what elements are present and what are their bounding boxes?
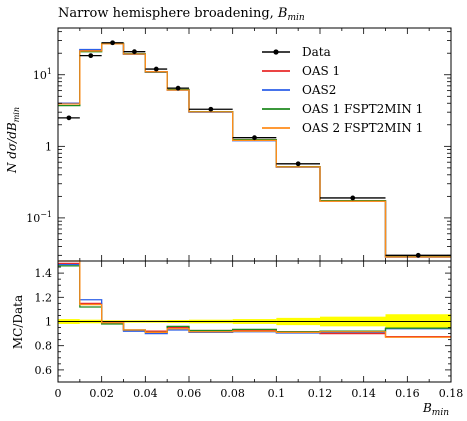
legend-label-2: OAS 1 FSPT2MIN 1 <box>302 102 423 116</box>
data-point <box>88 53 94 59</box>
x-tick-label: 0.12 <box>308 387 333 400</box>
ratio-y-tick-label: 1.4 <box>35 267 53 280</box>
y-tick-exponent: 1 <box>47 67 52 76</box>
legend-label-0: OAS 1 <box>302 64 340 78</box>
x-tick-label: 0.16 <box>395 387 420 400</box>
x-tick-label: 0.08 <box>220 387 245 400</box>
y-tick-exponent: −1 <box>40 210 52 219</box>
ratio-y-tick-label: 0.8 <box>35 340 53 353</box>
legend-label-data: Data <box>302 45 331 59</box>
chart-title: Narrow hemisphere broadening, Bmin <box>58 6 305 23</box>
ratio-y-tick-label: 1.2 <box>35 291 53 304</box>
y-tick-label: 1 <box>45 140 52 153</box>
ratio-y-tick-label: 1 <box>45 316 52 329</box>
y-axis-label: N dσ/dBmin <box>5 107 21 174</box>
y-tick-mantissa: 1 <box>45 140 52 153</box>
data-point <box>295 161 301 167</box>
x-tick-label: 0 <box>55 387 62 400</box>
legend: Data OAS 1 OAS2 OAS 1 FSPT2MIN 1 OAS 2 FSPT2… <box>262 45 423 135</box>
x-tick-label: 0.04 <box>133 387 158 400</box>
y-tick-mantissa: 10 <box>26 212 40 225</box>
x-tick-label: 0.1 <box>268 387 286 400</box>
data-point <box>350 195 356 201</box>
data-point <box>252 135 257 141</box>
x-tick-label: 0.14 <box>351 387 376 400</box>
ratio-y-tick-label: 0.6 <box>35 364 53 377</box>
y-tick-label: 101 <box>33 67 52 82</box>
x-tick-label: 0.02 <box>89 387 114 400</box>
x-tick-label: 0.06 <box>177 387 202 400</box>
data-point <box>110 40 115 46</box>
x-tick-label: 0.18 <box>439 387 464 400</box>
ratio-plot-panel: 0 0.02 0.04 0.06 0.08 0.1 0.12 0.14 0.16 0.18 0.6 0… <box>35 260 464 400</box>
data-point <box>208 106 214 112</box>
legend-label-3: OAS 2 FSPT2MIN 1 <box>302 121 423 135</box>
data-point <box>153 66 159 72</box>
x-axis-label: Bmin <box>422 401 449 418</box>
data-point <box>132 49 137 55</box>
legend-data-marker <box>273 49 279 55</box>
data-point <box>415 252 421 258</box>
y-tick-label: 10−1 <box>26 210 52 225</box>
data-point <box>66 115 72 121</box>
legend-label-1: OAS2 <box>302 83 336 97</box>
ratio-line-3 <box>58 260 451 338</box>
data-point <box>175 85 181 91</box>
ratio-y-axis-label: MC/Data <box>11 295 25 349</box>
y-tick-mantissa: 10 <box>33 69 47 82</box>
